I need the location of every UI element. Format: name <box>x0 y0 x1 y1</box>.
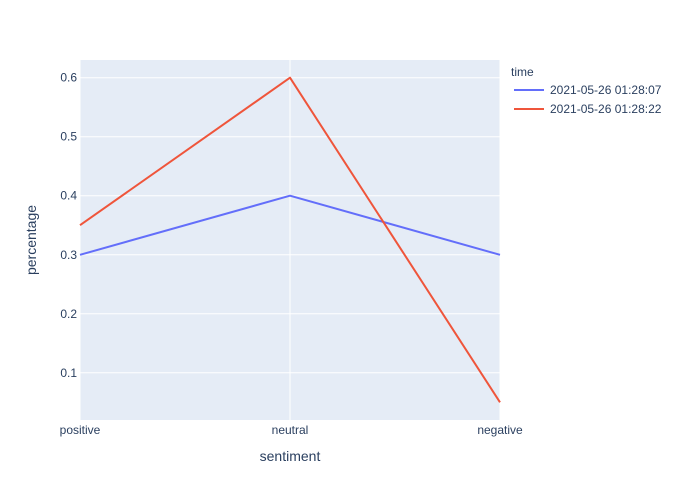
series-lines <box>79 76 501 403</box>
x-tick-labels: positive neutral negative <box>60 423 523 437</box>
legend-item[interactable]: 2021-05-26 01:28:07 <box>514 83 662 97</box>
x-axis-title: sentiment <box>260 448 321 464</box>
y-tick-label: 0.5 <box>60 130 77 144</box>
x-gridlines <box>79 60 501 420</box>
y-tick-labels: 0.1 0.2 0.3 0.4 0.5 0.6 <box>60 71 77 380</box>
y-tick-label: 0.3 <box>60 248 77 262</box>
y-tick-label: 0.1 <box>60 366 77 380</box>
y-tick-label: 0.6 <box>60 71 77 85</box>
y-axis-title: percentage <box>23 205 39 275</box>
series-line-2 <box>79 76 501 403</box>
y-tick-label: 0.4 <box>60 189 77 203</box>
legend-title: time <box>511 65 534 79</box>
legend-label: 2021-05-26 01:28:07 <box>550 83 662 97</box>
x-tick-label: negative <box>477 423 523 437</box>
legend-item[interactable]: 2021-05-26 01:28:22 <box>514 102 662 116</box>
x-tick-label: positive <box>60 423 101 437</box>
x-tick-label: neutral <box>272 423 309 437</box>
legend: time 2021-05-26 01:28:07 2021-05-26 01:28… <box>511 65 662 116</box>
y-tick-label: 0.2 <box>60 307 77 321</box>
legend-label: 2021-05-26 01:28:22 <box>550 102 662 116</box>
series-line-1 <box>79 194 501 256</box>
